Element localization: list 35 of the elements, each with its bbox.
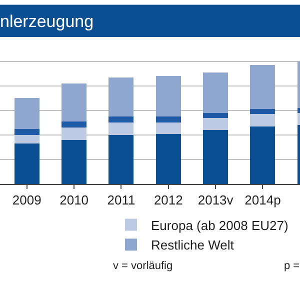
bar [156, 122, 181, 134]
bar [14, 98, 40, 129]
bar [62, 128, 87, 140]
bar [108, 122, 134, 135]
bar [14, 144, 40, 184]
x-tick-label: 2014p [244, 192, 281, 208]
text: v = vorläufig [113, 260, 173, 272]
bar [14, 134, 40, 144]
bar [156, 76, 181, 117]
bar [108, 134, 134, 184]
bar [108, 116, 134, 123]
bar [203, 72, 228, 113]
bar [250, 126, 276, 184]
legend-label: Restliche Welt [151, 238, 234, 253]
x-tick-label: 2011 [107, 192, 136, 208]
bar [14, 128, 40, 135]
bar [62, 122, 87, 128]
x-tick-label: 2012 [154, 192, 183, 208]
legend-label: Europa (ab 2008 EU27) [151, 218, 288, 233]
x-tick-label: 2013v [198, 192, 234, 208]
x-tick-label: 2009 [12, 192, 42, 208]
bar [62, 140, 87, 184]
bar [250, 65, 276, 110]
bar [203, 112, 228, 118]
bar [203, 118, 228, 130]
text: p = [284, 260, 300, 272]
chart-title: nlerzeugung [0, 12, 94, 31]
bar [250, 109, 276, 114]
bar [156, 134, 181, 184]
bar [62, 84, 87, 122]
bar [250, 114, 276, 126]
bar [108, 77, 134, 117]
bar [203, 130, 228, 184]
bar [156, 116, 181, 123]
x-tick-label: 2010 [60, 192, 89, 208]
